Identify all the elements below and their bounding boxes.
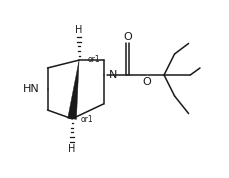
Text: N: N — [108, 70, 117, 80]
Text: HN: HN — [22, 84, 39, 94]
Text: O: O — [122, 32, 131, 42]
Text: or1: or1 — [87, 55, 100, 64]
Text: H: H — [68, 144, 75, 154]
Text: or1: or1 — [80, 115, 93, 124]
Polygon shape — [67, 60, 79, 119]
Text: H: H — [75, 25, 82, 35]
Text: O: O — [142, 77, 150, 87]
